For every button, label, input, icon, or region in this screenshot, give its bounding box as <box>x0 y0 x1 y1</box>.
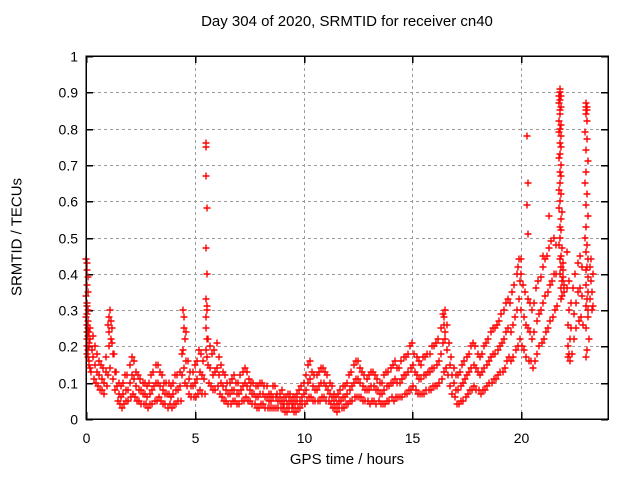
svg-text:0.1: 0.1 <box>59 376 79 392</box>
svg-text:0.3: 0.3 <box>59 303 79 319</box>
grid-lines <box>86 56 608 419</box>
svg-text:0.2: 0.2 <box>59 339 79 355</box>
svg-text:15: 15 <box>405 430 421 446</box>
svg-text:0.8: 0.8 <box>59 122 79 138</box>
svg-text:0.6: 0.6 <box>59 194 79 210</box>
svg-text:0: 0 <box>83 430 91 446</box>
svg-text:0.4: 0.4 <box>59 267 79 283</box>
svg-text:10: 10 <box>297 430 313 446</box>
svg-text:0.9: 0.9 <box>59 85 79 101</box>
svg-text:20: 20 <box>514 430 530 446</box>
svg-text:0.5: 0.5 <box>59 231 79 247</box>
plot-border <box>85 55 609 420</box>
svg-text:0.7: 0.7 <box>59 158 79 174</box>
svg-text:5: 5 <box>192 430 200 446</box>
svg-text:1: 1 <box>70 49 78 65</box>
x-axis-label: GPS time / hours <box>289 451 405 468</box>
data-points <box>82 85 597 416</box>
chart-title: Day 304 of 2020, SRMTID for receiver cn4… <box>201 13 493 30</box>
svg-text:0: 0 <box>70 412 78 428</box>
